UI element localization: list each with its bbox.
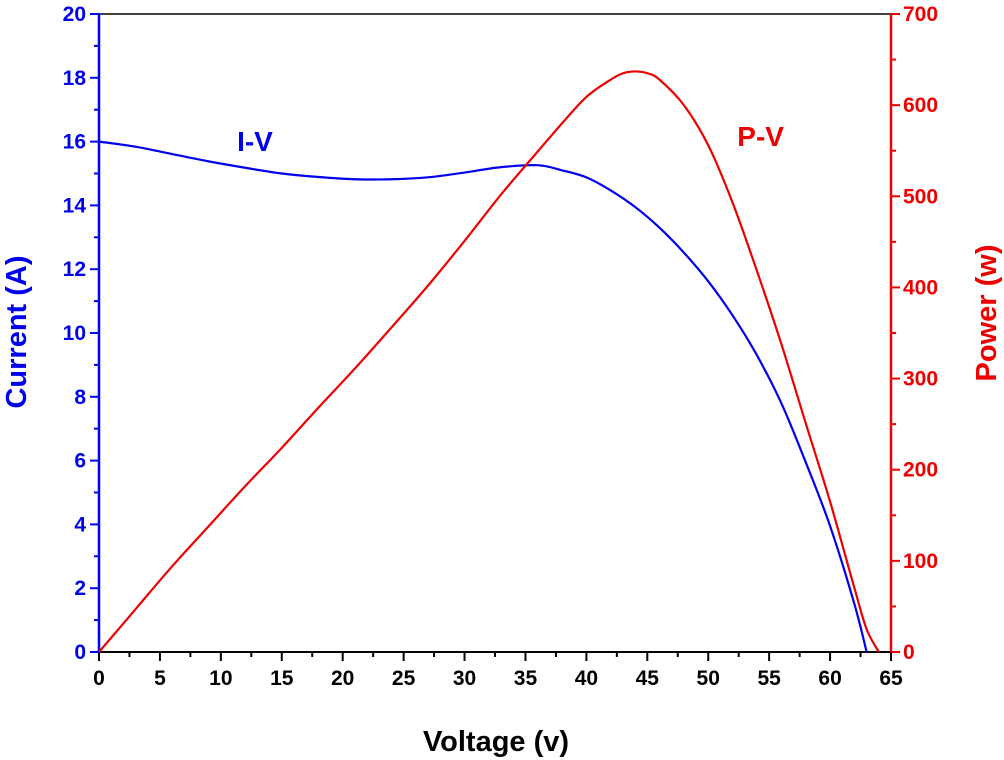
y-right-tick-label: 100 [903, 550, 938, 573]
x-tick-label: 45 [636, 667, 660, 690]
x-tick-label: 25 [392, 667, 416, 690]
y-left-tick-label: 8 [74, 386, 86, 409]
y-left-tick-label: 12 [63, 258, 86, 281]
x-tick-label: 50 [697, 667, 720, 690]
y-left-tick-label: 18 [63, 67, 87, 90]
y-right-tick-label: 700 [903, 3, 938, 26]
x-tick-label: 20 [331, 667, 354, 690]
y-left-tick-label: 16 [63, 131, 86, 154]
x-tick-label: 30 [453, 667, 476, 690]
y-left-tick-label: 2 [74, 577, 86, 600]
annotation-pv: P-V [737, 121, 784, 152]
x-tick-label: 55 [757, 667, 781, 690]
x-tick-label: 0 [93, 667, 105, 690]
y-left-tick-label: 6 [74, 450, 86, 473]
y-axis-left-title: Current (A) [1, 255, 33, 408]
labels-group: Voltage (v) Current (A) Power (w) I-V P-… [1, 121, 1003, 758]
x-tick-label: 60 [818, 667, 841, 690]
series-line-current [98, 140, 868, 653]
x-tick-label: 5 [154, 667, 166, 690]
x-tick-label: 15 [270, 667, 294, 690]
y-left-tick-label: 20 [63, 3, 86, 26]
y-right-tick-label: 600 [903, 94, 938, 117]
y-axis-right-title: Power (w) [971, 245, 1003, 382]
y-right-tick-label: 300 [903, 368, 938, 391]
axes-group: 0 5 10 15 20 25 30 35 40 45 50 55 60 6502468101214161… [63, 3, 938, 690]
y-right-tick-label: 400 [903, 276, 938, 299]
annotation-iv: I-V [237, 126, 273, 157]
x-axis-title: Voltage (v) [423, 726, 569, 758]
x-tick-label: 10 [209, 667, 232, 690]
x-tick-label: 65 [879, 667, 903, 690]
y-left-tick-label: 4 [74, 513, 86, 536]
y-left-tick-label: 10 [63, 322, 86, 345]
y-right-tick-label: 500 [903, 185, 938, 208]
y-right-tick-label: 200 [903, 459, 938, 482]
series-group [98, 70, 880, 653]
x-tick-label: 40 [575, 667, 598, 690]
y-left-tick-label: 14 [63, 194, 87, 217]
x-tick-label: 35 [514, 667, 538, 690]
y-left-tick-label: 0 [74, 641, 86, 664]
series-line-power [98, 70, 880, 653]
y-right-tick-label: 0 [903, 641, 915, 664]
